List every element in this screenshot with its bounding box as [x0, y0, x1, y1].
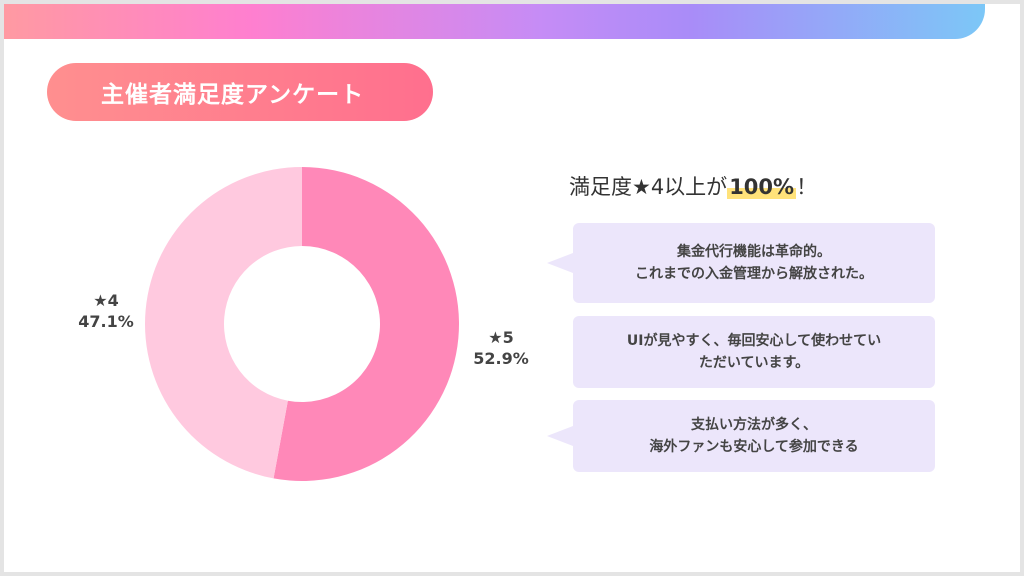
slide: 主催者満足度アンケート ★5 52.9% ★4 47.1% 満足度★4以上が100%！… — [4, 4, 1020, 572]
speech-tail-icon — [547, 253, 573, 273]
comment-bubble-1: 集金代行機能は革命的。 これまでの入金管理から解放された。 — [547, 223, 935, 303]
donut-slice-1 — [273, 167, 459, 481]
headline: 満足度★4以上が100%！ — [569, 171, 817, 201]
slice-label: ★4 — [93, 291, 118, 310]
page-title: 主催者満足度アンケート — [101, 82, 365, 108]
headline-suffix: ！ — [796, 175, 818, 199]
comment-line: 海外ファンも安心して参加できる — [649, 439, 859, 455]
headline-prefix: 満足度★4以上が — [569, 175, 728, 199]
donut-chart: ★5 52.9% ★4 47.1% — [78, 167, 529, 481]
comment-bubble-3: 支払い方法が多く、 海外ファンも安心して参加できる — [547, 400, 935, 472]
comment-line: 支払い方法が多く、 — [691, 417, 817, 433]
comment-line: これまでの入金管理から解放された。 — [635, 266, 873, 282]
comment-line: 集金代行機能は革命的。 — [677, 244, 831, 260]
top-gradient-bar — [4, 4, 985, 39]
comment-line: UIが見やすく、毎回安心して使わせてい — [626, 333, 882, 349]
title-banner: 主催者満足度アンケート — [47, 63, 433, 121]
slice-value-label: 47.1% — [78, 312, 134, 331]
comment-line: ただいています。 — [698, 355, 810, 371]
slice-label: ★5 — [488, 328, 513, 347]
headline-highlight: 100% — [727, 175, 797, 199]
speech-tail-icon — [547, 426, 573, 446]
comment-bubble-2: UIが見やすく、毎回安心して使わせてい ただいています。 — [573, 316, 935, 388]
slice-value-label: 52.9% — [473, 349, 529, 368]
donut-slice-2 — [144, 167, 302, 479]
